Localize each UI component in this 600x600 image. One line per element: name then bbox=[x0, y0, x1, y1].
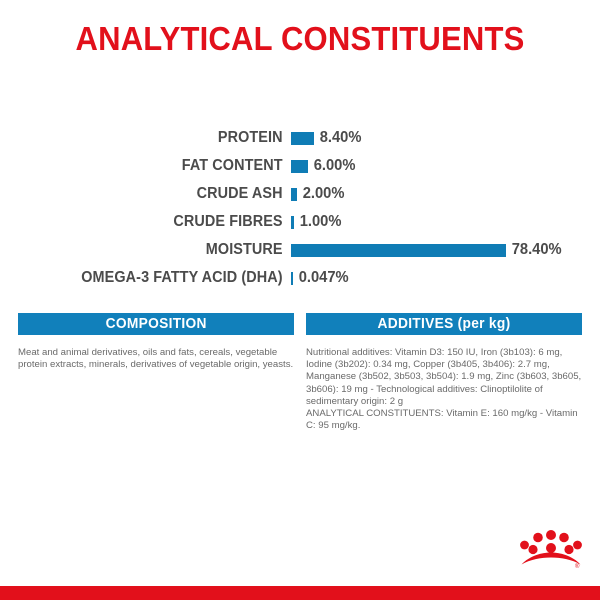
chart-row-label: CRUDE ASH bbox=[196, 185, 283, 202]
analytical-constituents-chart: PROTEIN 8.40% FAT CONTENT 6.00% CRUDE ASH 2.0… bbox=[0, 124, 600, 292]
info-panels: COMPOSITION Meat and animal derivatives,… bbox=[18, 313, 582, 432]
chart-row: CRUDE ASH 2.00% bbox=[0, 180, 600, 208]
chart-row: MOISTURE 78.40% bbox=[0, 236, 600, 264]
chart-bar-wrap: 78.40% bbox=[291, 236, 600, 264]
additives-header-label: ADDITIVES (per kg) bbox=[377, 316, 511, 332]
chart-bar-value: 1.00% bbox=[299, 213, 342, 230]
chart-row-label: MOISTURE bbox=[205, 241, 283, 258]
chart-bar-value: 8.40% bbox=[319, 129, 362, 146]
chart-row-label: PROTEIN bbox=[217, 129, 283, 146]
chart-bar-wrap: 2.00% bbox=[291, 180, 600, 208]
chart-bar-wrap: 8.40% bbox=[291, 124, 600, 152]
chart-bar bbox=[291, 187, 297, 201]
chart-bar-value: 78.40% bbox=[511, 241, 562, 258]
additives-header: ADDITIVES (per kg) bbox=[306, 313, 582, 335]
page-title: ANALYTICAL CONSTITUENTS bbox=[75, 20, 525, 57]
composition-header: COMPOSITION bbox=[18, 313, 294, 335]
chart-bar bbox=[291, 243, 506, 257]
chart-bar-wrap: 6.00% bbox=[291, 152, 600, 180]
chart-bar bbox=[291, 131, 314, 145]
bottom-red-band bbox=[0, 586, 600, 600]
chart-bar-value: 6.00% bbox=[313, 157, 355, 174]
chart-row: CRUDE FIBRES 1.00% bbox=[0, 208, 600, 236]
chart-row-label: FAT CONTENT bbox=[181, 157, 283, 174]
chart-bar bbox=[291, 159, 308, 173]
chart-row: OMEGA-3 FATTY ACID (DHA) 0.047% bbox=[0, 264, 600, 292]
royal-canin-logo: ® bbox=[520, 528, 582, 572]
registered-trademark-mark: ® bbox=[575, 563, 580, 570]
chart-bar-value: 0.047% bbox=[298, 269, 349, 286]
additives-body-text: Nutritional additives: Vitamin D3: 150 I… bbox=[306, 347, 582, 432]
chart-bar bbox=[291, 271, 293, 285]
composition-panel: COMPOSITION Meat and animal derivatives,… bbox=[18, 313, 294, 432]
composition-body-text: Meat and animal derivatives, oils and fa… bbox=[18, 347, 294, 371]
composition-header-label: COMPOSITION bbox=[105, 316, 207, 332]
chart-bar-wrap: 0.047% bbox=[291, 264, 600, 292]
chart-bar-wrap: 1.00% bbox=[291, 208, 600, 236]
chart-row-label: CRUDE FIBRES bbox=[173, 213, 283, 230]
additives-panel: ADDITIVES (per kg) Nutritional additives… bbox=[306, 313, 582, 432]
chart-row-label: OMEGA-3 FATTY ACID (DHA) bbox=[81, 269, 283, 286]
chart-bar bbox=[291, 215, 294, 229]
chart-bar-value: 2.00% bbox=[302, 185, 344, 202]
royal-canin-crown-icon: ® bbox=[520, 530, 582, 570]
chart-row: PROTEIN 8.40% bbox=[0, 124, 600, 152]
chart-row: FAT CONTENT 6.00% bbox=[0, 152, 600, 180]
